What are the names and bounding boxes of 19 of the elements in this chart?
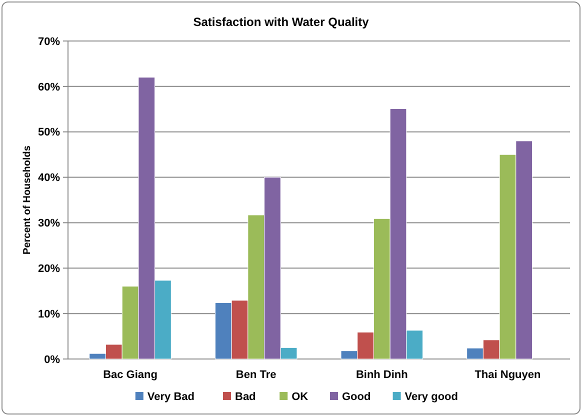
y-tick-label: 60% bbox=[38, 81, 60, 94]
y-tick-label: 20% bbox=[38, 262, 60, 275]
legend-label: Very Bad bbox=[147, 390, 194, 403]
y-tick-label: 70% bbox=[38, 36, 60, 48]
x-tick-label: Thai Nguyen bbox=[474, 369, 541, 381]
legend-label: Very good bbox=[404, 390, 458, 403]
legend-label: Good bbox=[342, 390, 371, 403]
y-tick-label: 50% bbox=[38, 126, 60, 139]
x-tick-label: Bac Giang bbox=[103, 369, 158, 381]
x-tick-label: Binh Dinh bbox=[356, 369, 408, 381]
x-tick-label: Ben Tre bbox=[236, 369, 276, 381]
chart-title: Satisfaction with Water Quality bbox=[193, 15, 370, 29]
legend-label: Bad bbox=[235, 390, 256, 403]
y-tick-label: 10% bbox=[38, 308, 60, 320]
legend-label: OK bbox=[292, 390, 308, 403]
y-tick-label: 30% bbox=[38, 218, 60, 230]
y-axis-title: Percent of Households bbox=[22, 145, 33, 254]
y-tick-label: 40% bbox=[38, 172, 60, 184]
y-tick-label: 0% bbox=[44, 354, 60, 366]
